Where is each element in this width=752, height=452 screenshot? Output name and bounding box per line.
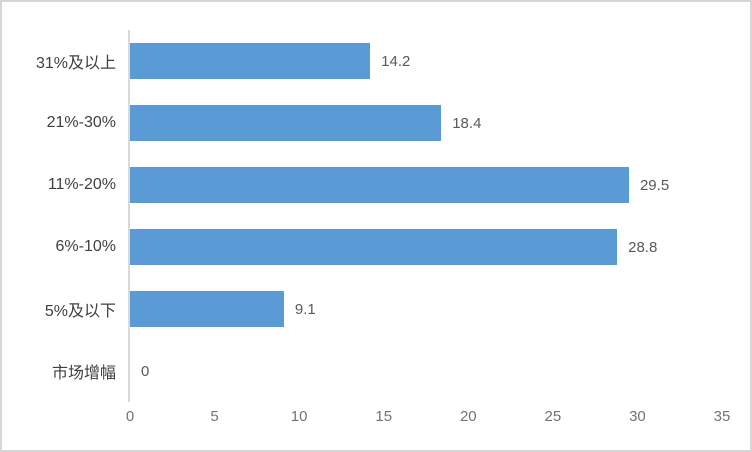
bar-value-label: 18.4 [452,114,482,132]
category-label: 11%-20% [47,176,116,193]
bar-row: 28.8 [130,216,722,278]
bar-value-label: 0 [141,362,150,380]
bar-row: 14.2 [130,30,722,92]
bar [130,167,629,203]
category-axis: 31%及以上 21%-30% 11%-20% 6%-10% 5%及以下市场增幅 [2,30,116,402]
x-axis-tick-label: 0 [125,408,135,425]
bar-value-label: 14.2 [381,52,411,70]
bar-value-label: 29.5 [639,176,670,194]
bar-row: 29.5 [130,154,722,216]
x-axis-tick-label: 35 [713,408,731,425]
y-axis-line [128,30,130,402]
bar [130,291,284,327]
bar-row: 9.1 [130,278,722,340]
bar-row: 18.4 [130,92,722,154]
x-axis-tick-label: 20 [459,408,477,425]
category-label: 31%及以上 [35,55,116,72]
x-axis-tick-label: 5 [210,408,219,425]
bar [130,105,442,141]
bar [130,43,371,79]
category-label: 5%及以下 [44,303,116,320]
x-axis-tick-label: 15 [375,408,393,425]
category-label: 市场增幅 [51,365,116,382]
x-axis: 0 5 10 15 20 25 30 35 [2,408,750,432]
x-axis-tick-label: 30 [629,408,646,425]
category-label: 6%-10% [55,238,116,255]
bar-row: 0 [130,340,722,402]
bar-value-label: 9.1 [294,300,316,318]
x-axis-tick-label: 25 [544,408,562,425]
category-label: 21%-30% [46,114,116,131]
bar-value-label: 28.8 [628,238,658,256]
plot-area: 14.2 18.4 29.5 28.8 9.1 0 [130,30,722,402]
x-axis-tick-label: 10 [290,408,308,425]
bar [130,229,618,265]
